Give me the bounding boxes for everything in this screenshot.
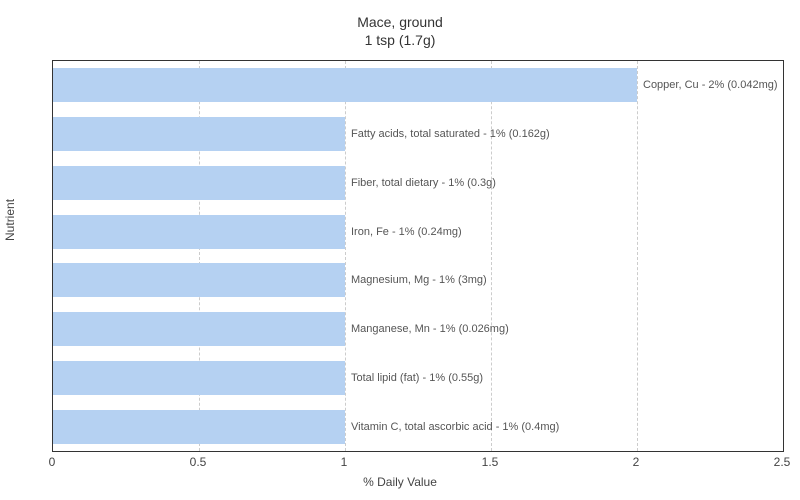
x-tick-label: 2 — [633, 455, 640, 469]
x-axis-label: % Daily Value — [0, 475, 800, 489]
bar-label: Fatty acids, total saturated - 1% (0.162… — [351, 128, 550, 140]
bar-label: Manganese, Mn - 1% (0.026mg) — [351, 323, 509, 335]
x-tick-label: 0 — [49, 455, 56, 469]
bar — [53, 361, 345, 395]
x-tick-label: 1 — [341, 455, 348, 469]
bar-label: Copper, Cu - 2% (0.042mg) — [643, 79, 778, 91]
bar — [53, 166, 345, 200]
bar-label: Magnesium, Mg - 1% (3mg) — [351, 274, 487, 286]
chart-title-line1: Mace, ground — [0, 14, 800, 30]
bar-label: Fiber, total dietary - 1% (0.3g) — [351, 177, 496, 189]
bar — [53, 215, 345, 249]
bar — [53, 117, 345, 151]
gridline — [491, 61, 492, 451]
x-tick-label: 1.5 — [482, 455, 499, 469]
bar-label: Vitamin C, total ascorbic acid - 1% (0.4… — [351, 421, 559, 433]
bar-label: Total lipid (fat) - 1% (0.55g) — [351, 372, 483, 384]
gridline — [345, 61, 346, 451]
gridline — [637, 61, 638, 451]
bar-label: Iron, Fe - 1% (0.24mg) — [351, 226, 462, 238]
nutrient-chart: Mace, ground 1 tsp (1.7g) Copper, Cu - 2… — [0, 0, 800, 500]
x-tick-label: 2.5 — [774, 455, 791, 469]
plot-area: Copper, Cu - 2% (0.042mg) Fatty acids, to… — [52, 60, 784, 452]
bar — [53, 410, 345, 444]
bar — [53, 68, 637, 102]
bar — [53, 263, 345, 297]
x-tick-label: 0.5 — [190, 455, 207, 469]
y-axis-label: Nutrient — [3, 199, 17, 241]
chart-title-line2: 1 tsp (1.7g) — [0, 32, 800, 48]
bar — [53, 312, 345, 346]
